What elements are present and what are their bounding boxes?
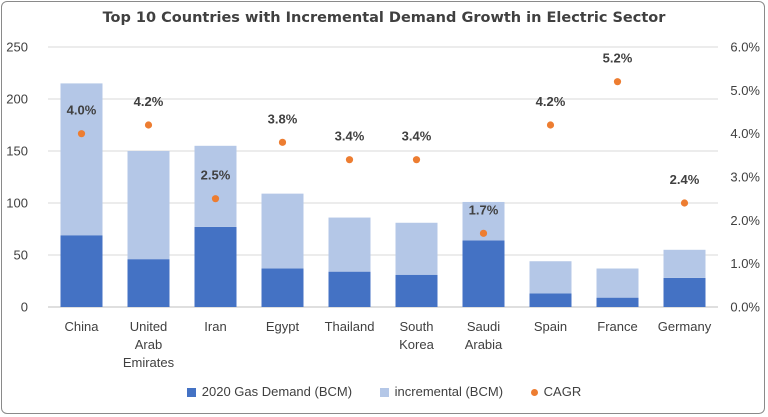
bar-incremental [60,83,103,236]
cagr-point [546,121,555,129]
legend-swatch-incremental [379,388,389,398]
bar-incremental [328,217,371,272]
labels: 0 50 100 150 200 250 0.0% 1.0% 2.0% 3.0% 4.0% 5.0% 6… [6,40,760,371]
cagr-points [77,78,689,237]
y2-tick-label: 4.0% [730,126,760,141]
chart-title: Top 10 Countries with Incremental Demand… [102,10,666,26]
category-label: China [65,319,100,334]
cagr-data-label: 3.8% [268,111,298,126]
y2-tick-label: 2.0% [730,213,760,228]
y-tick-label: 0 [21,300,28,315]
bar-gas-demand [663,277,706,307]
cagr-data-label: 5.2% [603,51,633,66]
y2-tick-label: 1.0% [730,256,760,271]
y-tick-label: 50 [14,248,28,263]
bar-incremental [663,249,706,278]
bar-incremental [261,193,304,269]
bar-incremental [395,222,438,275]
bar-incremental [127,151,170,260]
bar-gas-demand [261,268,304,307]
category-label: Spain [534,319,567,334]
cagr-data-label: 4.2% [536,94,566,109]
cagr-point [144,121,153,129]
cagr-data-label: 2.5% [201,168,231,183]
bar-gas-demand [529,293,572,307]
cagr-point [613,78,622,86]
cagr-point [211,195,220,203]
y-tick-label: 150 [6,144,28,159]
y2-tick-label: 3.0% [730,170,760,185]
y2-tick-label: 6.0% [730,40,760,55]
y-tick-label: 200 [6,92,28,107]
category-label: Egypt [266,319,300,334]
legend-swatch-gas-demand [186,388,196,398]
category-label: Germany [658,319,712,334]
y2-tick-label: 5.0% [730,83,760,98]
cagr-data-label: 4.0% [67,103,97,118]
cagr-data-label: 4.2% [134,94,164,109]
legend-item-gas-demand: 2020 Gas Demand (BCM) [186,384,353,400]
bar-gas-demand [596,297,639,307]
category-label: United Arab Emirates [123,319,175,370]
category-label: Iran [204,319,226,334]
legend-label-incremental: incremental (BCM) [394,384,504,400]
category-label: France [597,319,637,334]
cagr-point [412,156,421,164]
bar-gas-demand [194,226,237,307]
bar-gas-demand [60,235,103,307]
legend-label-gas-demand: 2020 Gas Demand (BCM) [201,384,353,400]
bar-incremental [596,268,639,298]
y-tick-label: 100 [6,196,28,211]
cagr-data-label: 3.4% [335,129,365,144]
bar-incremental [194,145,237,227]
cagr-point [479,229,488,237]
y2-tick-label: 0.0% [730,300,760,315]
cagr-point [77,130,86,138]
bar-gas-demand [395,274,438,307]
bar-gas-demand [127,259,170,307]
bar-gas-demand [462,240,505,307]
cagr-data-label: 2.4% [670,172,700,187]
legend-marker-cagr [530,389,538,397]
cagr-point [278,138,287,146]
legend: 2020 Gas Demand (BCM) incremental (BCM) … [0,383,768,399]
cagr-data-label: 1.7% [469,202,499,217]
y-tick-label: 250 [6,40,28,55]
bar-incremental [529,261,572,294]
cagr-point [345,156,354,164]
category-label: Saudi Arabia [465,319,503,352]
legend-label-cagr: CAGR [543,384,582,400]
category-label: South Korea [399,319,434,352]
cagr-data-label: 3.4% [402,129,432,144]
bar-gas-demand [328,271,371,307]
category-label: Thailand [325,319,375,334]
bars [60,83,706,307]
cagr-point [680,199,689,207]
legend-item-cagr: CAGR [530,384,582,400]
legend-item-incremental: incremental (BCM) [379,384,504,400]
